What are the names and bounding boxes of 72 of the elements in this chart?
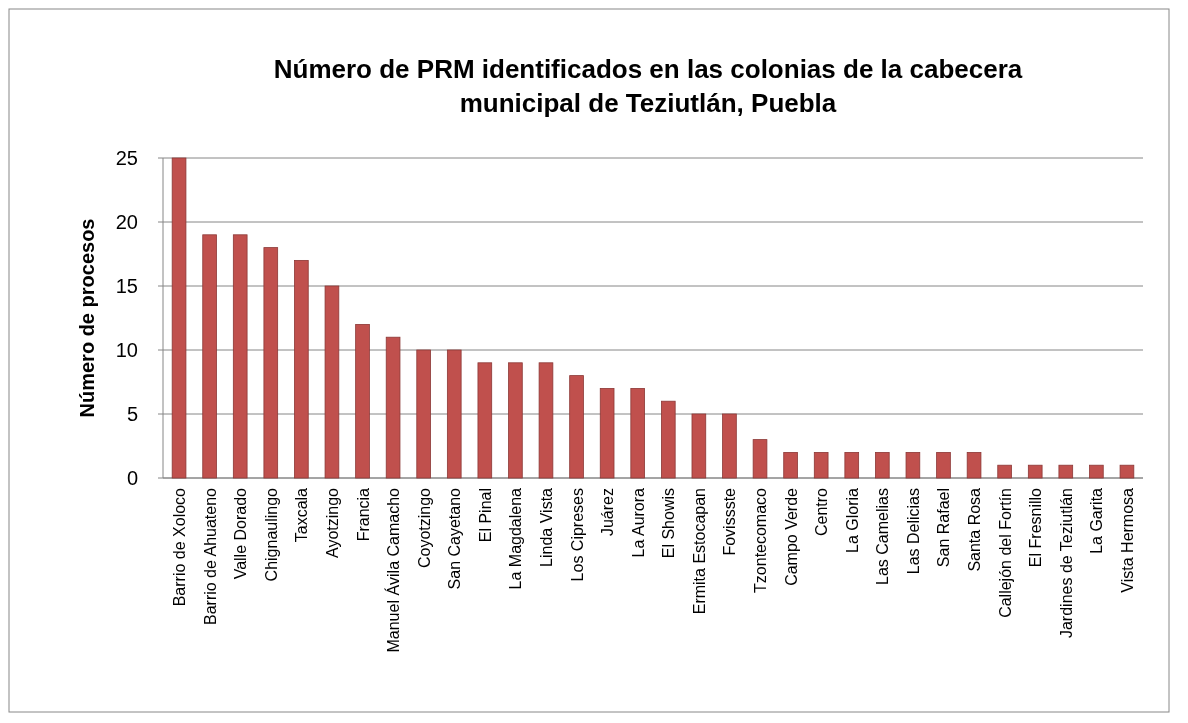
bar xyxy=(416,349,431,479)
bar xyxy=(936,452,951,479)
x-tick-label: Francia xyxy=(354,487,372,542)
x-tick-label: Callejón del Fortín xyxy=(996,488,1014,618)
x-tick-label: Tzontecomaco xyxy=(752,487,770,593)
bar xyxy=(263,247,279,479)
x-tick-label: La Gloria xyxy=(843,487,861,553)
x-tick-label: San Rafael xyxy=(935,488,953,568)
x-tick-label: La Aurora xyxy=(629,487,647,558)
bar xyxy=(1027,464,1043,479)
x-tick-label: Manuel Ávila Camacho xyxy=(384,487,403,653)
x-tick-label: Valle Dorado xyxy=(232,487,250,580)
bar xyxy=(446,349,462,479)
bar xyxy=(232,234,248,479)
x-tick-label: Barrio de Ahuateno xyxy=(201,487,219,625)
x-tick-label: Santa Rosa xyxy=(966,487,984,572)
x-tick-label: Coyotzingo xyxy=(415,487,433,569)
x-tick-label: Los Cipreses xyxy=(568,488,586,582)
bar xyxy=(508,362,523,479)
x-tick-label: Taxcala xyxy=(293,487,311,543)
x-tick-label: El Pinal xyxy=(476,488,494,543)
bar xyxy=(1119,464,1135,479)
y-tick-label: 20 xyxy=(115,211,138,233)
bar xyxy=(630,388,645,479)
chart-title: Número de PRM identificados en las colonias de la cabecera municipal de Teziutlán, Puebla xyxy=(273,54,1023,118)
bar xyxy=(171,157,187,479)
bar xyxy=(813,452,829,479)
y-tick-label: 0 xyxy=(126,467,138,489)
x-tick-label: La Garita xyxy=(1088,487,1106,554)
y-tick-label: 10 xyxy=(115,339,138,361)
bar xyxy=(783,452,798,479)
x-tick-label: Linda Vista xyxy=(537,487,555,567)
x-tick-label: La Magdalena xyxy=(507,487,525,590)
x-tick-label: Centro xyxy=(813,487,831,537)
bar xyxy=(1089,464,1104,479)
x-tick-label: Fovissste xyxy=(721,487,739,556)
x-tick-label: Juárez xyxy=(599,488,617,537)
bar xyxy=(997,464,1012,479)
y-tick-label: 15 xyxy=(115,275,138,297)
bar xyxy=(202,234,217,479)
bar xyxy=(1058,464,1074,479)
bar xyxy=(385,336,401,479)
x-tick-label: El Fresnillo xyxy=(1027,487,1045,568)
bar xyxy=(538,362,554,479)
x-tick-label: San Cayetano xyxy=(446,487,464,590)
bar xyxy=(355,324,370,479)
x-tick-label: Jardines de Teziutlán xyxy=(1057,488,1075,639)
bar xyxy=(294,260,309,479)
bar xyxy=(722,413,737,479)
bar xyxy=(691,413,707,479)
y-tick-label: 5 xyxy=(126,403,138,425)
bar xyxy=(752,439,768,479)
bar xyxy=(661,400,676,479)
x-tick-label: Ermita Estocapan xyxy=(690,488,708,615)
x-tick-label: El Showis xyxy=(660,488,678,559)
x-tick-label: Campo Verde xyxy=(782,487,800,586)
bar xyxy=(905,452,921,479)
y-axis-title: Número de procesos xyxy=(76,218,98,418)
x-tick-label: Las Delicias xyxy=(904,488,922,575)
bar xyxy=(599,388,615,479)
bar xyxy=(844,452,860,479)
x-tick-label: Las Camelias xyxy=(874,488,892,585)
bar xyxy=(875,452,890,479)
bar xyxy=(569,375,584,479)
bar xyxy=(477,362,493,479)
bar xyxy=(966,452,982,479)
x-tick-label: Barrio de Xoloco xyxy=(171,487,189,607)
bar xyxy=(324,285,340,479)
x-tick-label: Ayotzingo xyxy=(323,487,341,558)
x-tick-label: Vista Hermosa xyxy=(1118,487,1136,593)
x-tick-label: Chignaulingo xyxy=(262,487,280,582)
y-tick-label: 25 xyxy=(115,147,138,169)
